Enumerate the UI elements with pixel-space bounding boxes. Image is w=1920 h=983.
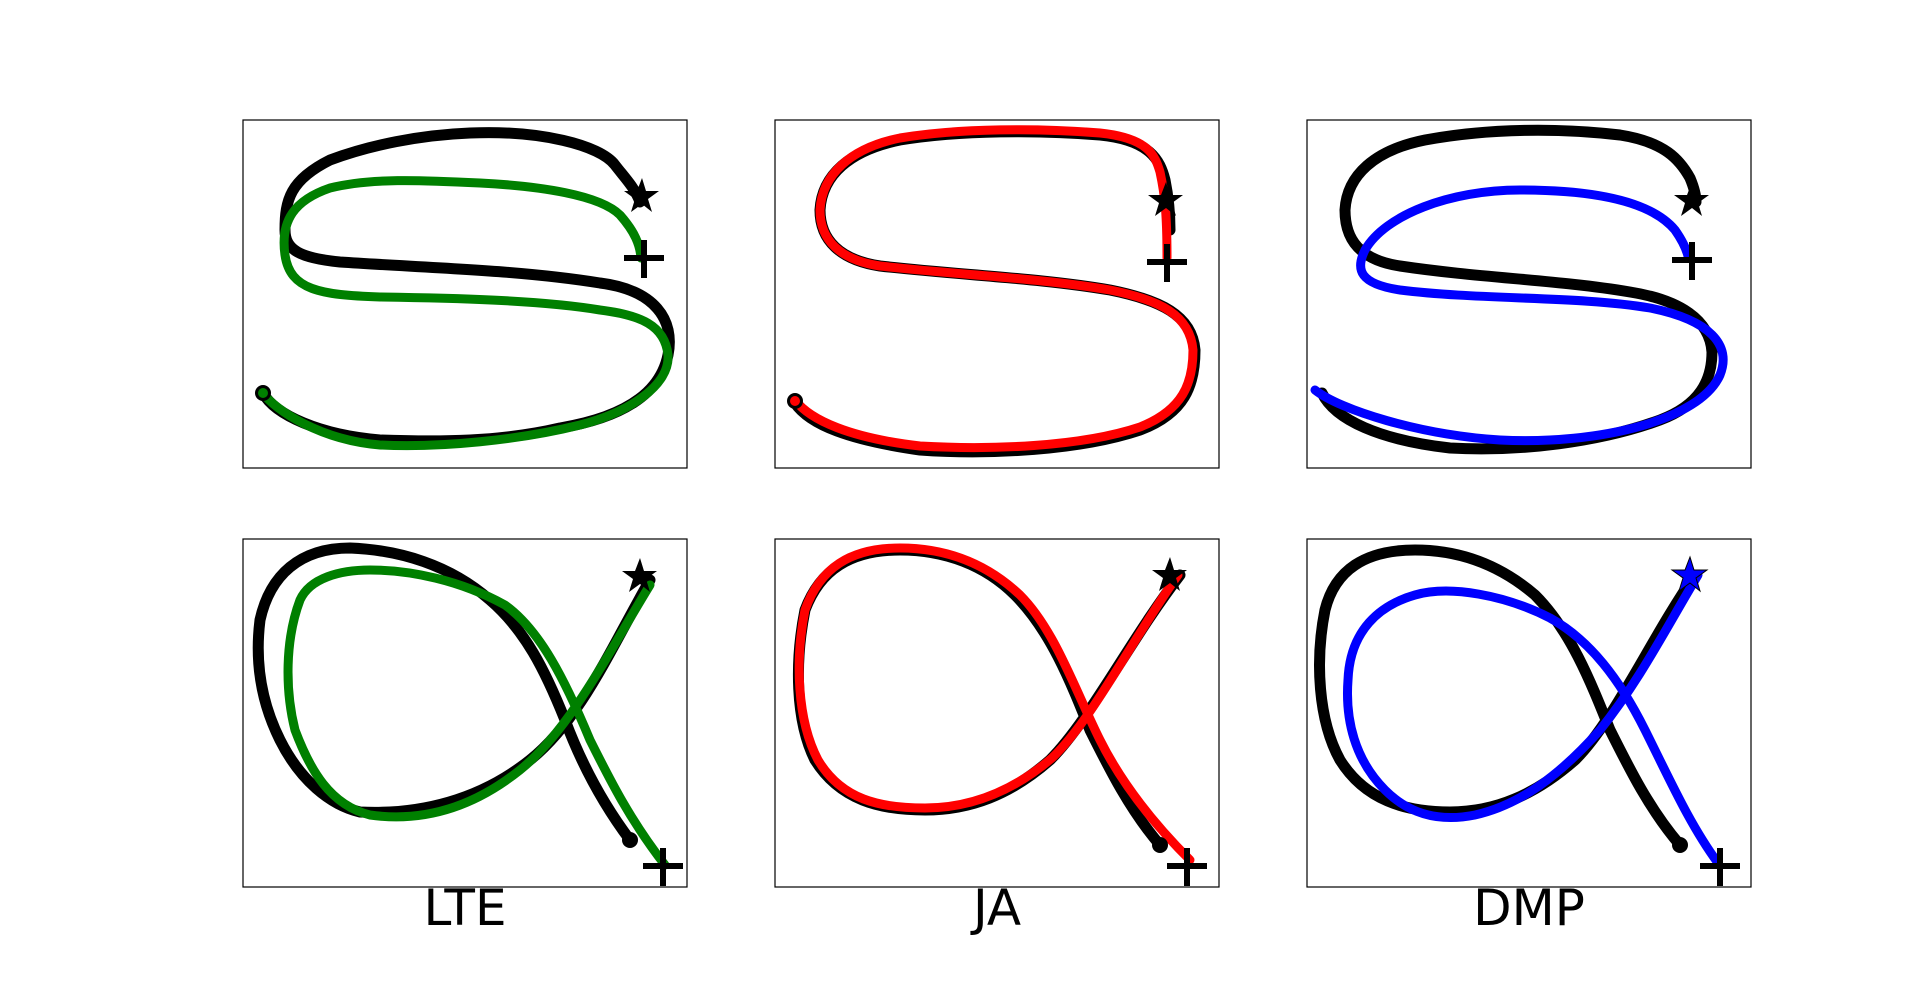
panel-s-ja — [774, 119, 1220, 469]
s-lte-reproduction — [258, 176, 673, 451]
panel-alpha-lte — [242, 538, 688, 888]
s-ja-reproduction — [790, 125, 1198, 453]
column-label-ja: JA — [970, 879, 1021, 937]
panel-alpha-dmp — [1306, 538, 1752, 888]
alpha-lte-plot — [252, 542, 683, 886]
alpha-lte-demonstration — [252, 542, 656, 846]
alpha-dmp-reproduction — [1343, 570, 1723, 868]
alpha-dmp-plot — [1314, 544, 1740, 886]
column-label-dmp: DMP — [1473, 879, 1585, 937]
start-marker-repro — [790, 396, 800, 406]
new-goal-plus-marker — [1672, 242, 1712, 280]
start-marker — [1672, 837, 1688, 853]
panel-s-lte — [242, 119, 688, 469]
s-dmp-reproduction — [1310, 185, 1728, 446]
s-ja-plot — [787, 125, 1201, 458]
alpha-ja-reproduction — [794, 543, 1195, 865]
alpha-lte-reproduction — [283, 565, 670, 870]
new-goal-plus-marker — [1147, 244, 1187, 282]
start-marker — [622, 832, 638, 848]
goal-star-marker — [624, 178, 659, 212]
goal-star-marker — [1152, 557, 1187, 591]
panel-s-dmp — [1306, 119, 1752, 469]
s-lte-plot — [255, 127, 675, 451]
goal-star-marker — [622, 558, 657, 592]
new-goal-plus-marker — [1167, 848, 1207, 886]
new-goal-plus-marker — [643, 848, 683, 886]
panel-alpha-ja — [774, 538, 1220, 888]
alpha-ja-plot — [792, 543, 1207, 886]
new-goal-plus-marker — [1700, 848, 1740, 886]
goal-star-marker — [1670, 555, 1709, 593]
start-marker — [1152, 837, 1168, 853]
goal-star-marker — [1148, 182, 1183, 216]
column-label-lte: LTE — [423, 879, 506, 937]
goal-star-marker — [1674, 182, 1709, 216]
new-goal-plus-marker — [624, 240, 664, 278]
start-marker-repro — [258, 388, 268, 398]
s-dmp-plot — [1310, 124, 1728, 455]
